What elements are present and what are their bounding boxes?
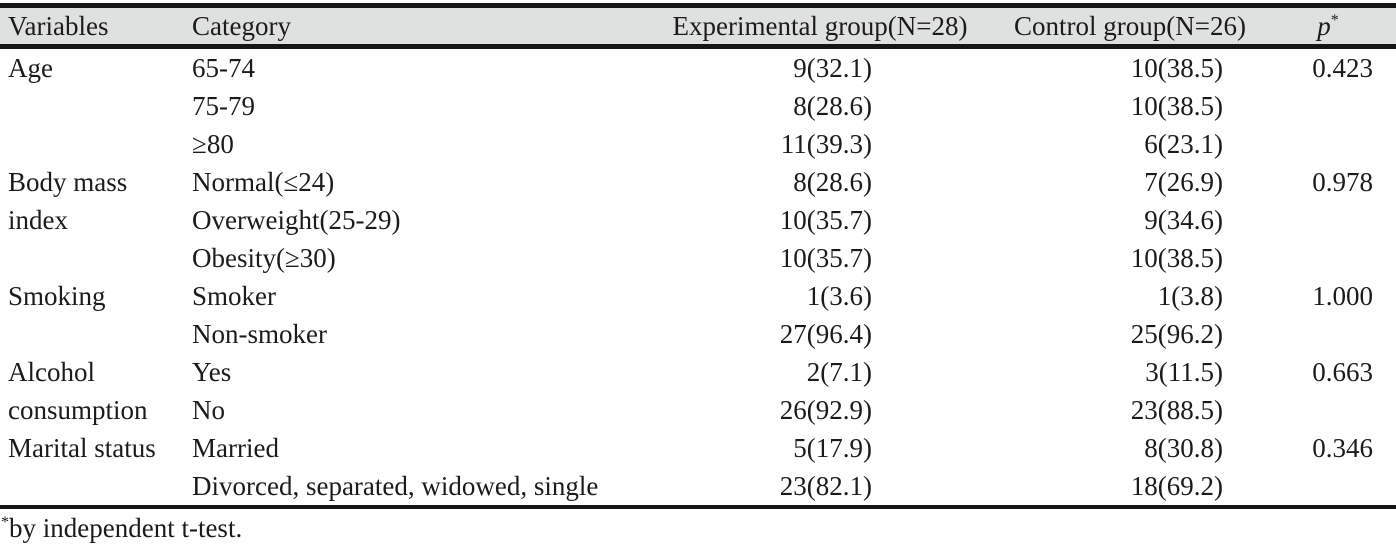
header-p-value: p* xyxy=(1260,6,1396,47)
table-row: No 26(92.9) 23(88.5) xyxy=(0,391,1396,429)
cell-experimental-value: 8(28.6) xyxy=(793,167,872,197)
cell-control-value: 10(38.5) xyxy=(1130,53,1223,83)
cell-control-value: 7(26.9) xyxy=(1144,167,1223,197)
cell-experimental-value: 11(39.3) xyxy=(780,129,872,159)
cell-experimental-value: 10(35.7) xyxy=(779,243,872,273)
cell-experimental-value: 27(96.4) xyxy=(779,319,872,349)
table-row: Non-smoker 27(96.4) 25(96.2) xyxy=(0,315,1396,353)
cell-control-value: 3(11.5) xyxy=(1145,357,1223,387)
cell-control-value: 23(88.5) xyxy=(1130,395,1223,425)
cell-control-value: 8(30.8) xyxy=(1144,433,1223,463)
cell-control-value: 10(38.5) xyxy=(1130,243,1223,273)
cell-category: Non-smoker xyxy=(192,319,327,349)
cell-experimental-value: 23(82.1) xyxy=(779,471,872,501)
cell-p-value: 0.423 xyxy=(1312,53,1373,83)
cell-category: No xyxy=(192,395,225,425)
cell-variable: Alcohol consumption xyxy=(8,357,148,425)
cell-control-value: 18(69.2) xyxy=(1130,471,1223,501)
cell-variable: Age xyxy=(8,53,53,83)
header-category: Category xyxy=(192,11,291,41)
table-row: Obesity(≥30) 10(35.7) 10(38.5) xyxy=(0,239,1396,277)
table-row: Alcohol consumption Yes 2(7.1) 3(11.5) 0.663 xyxy=(0,353,1396,425)
cell-experimental-value: 10(35.7) xyxy=(779,205,872,235)
table-row: Overweight(25-29) 10(35.7) 9(34.6) xyxy=(0,201,1396,239)
p-asterisk: * xyxy=(1330,12,1339,29)
cell-p-value xyxy=(1260,315,1396,353)
cell-p-value xyxy=(1260,239,1396,277)
cell-variable: Marital status xyxy=(8,433,156,463)
cell-control-value: 25(96.2) xyxy=(1130,319,1223,349)
p-label: p xyxy=(1317,11,1331,41)
table-row: 75-79 8(28.6) 10(38.5) xyxy=(0,87,1396,125)
table-header: Variables Category Experimental group(N=… xyxy=(0,5,1396,47)
cell-experimental-value: 5(17.9) xyxy=(793,433,872,463)
cell-category: 65-74 xyxy=(192,53,255,83)
cell-variable: Smoking xyxy=(8,281,106,311)
cell-p-value xyxy=(1260,391,1396,429)
cell-category: Smoker xyxy=(192,281,276,311)
cell-p-value: 0.346 xyxy=(1312,433,1373,463)
cell-control-value: 9(34.6) xyxy=(1144,205,1223,235)
cell-experimental-value: 2(7.1) xyxy=(806,357,872,387)
footnote-asterisk: * xyxy=(1,514,9,531)
cell-p-value: 0.978 xyxy=(1312,167,1373,197)
cell-experimental-value: 8(28.6) xyxy=(793,91,872,121)
table-row: Age 65-74 9(32.1) 10(38.5) 0.423 xyxy=(0,47,1396,88)
baseline-characteristics-table: Variables Category Experimental group(N=… xyxy=(0,3,1396,509)
table-row: Body mass index Normal(≤24) 8(28.6) 7(26.9)… xyxy=(0,163,1396,235)
footnote-text: by independent t-test. xyxy=(9,513,243,543)
header-experimental-group: Experimental group(N=28) xyxy=(672,11,968,41)
cell-category: 75-79 xyxy=(192,91,255,121)
cell-control-value: 10(38.5) xyxy=(1130,91,1223,121)
cell-category: Divorced, separated, widowed, single xyxy=(192,471,599,501)
cell-control-value: 1(3.8) xyxy=(1157,281,1223,311)
cell-p-value xyxy=(1260,467,1396,507)
cell-experimental-value: 26(92.9) xyxy=(779,395,872,425)
table-row: Divorced, separated, widowed, single 23(8… xyxy=(0,467,1396,507)
cell-p-value: 0.663 xyxy=(1312,357,1373,387)
table-row: ≥80 11(39.3) 6(23.1) xyxy=(0,125,1396,163)
cell-experimental-value: 9(32.1) xyxy=(793,53,872,83)
cell-p-value xyxy=(1260,87,1396,125)
cell-control-value: 6(23.1) xyxy=(1144,129,1223,159)
cell-category: Married xyxy=(192,433,279,463)
cell-category: Normal(≤24) xyxy=(192,167,335,197)
cell-variable: Body mass index xyxy=(8,167,128,235)
table-body: Age 65-74 9(32.1) 10(38.5) 0.423 75-79 8(28.6)… xyxy=(0,47,1396,507)
cell-category: Yes xyxy=(192,357,232,387)
header-control-group: Control group(N=26) xyxy=(1014,11,1246,41)
cell-p-value xyxy=(1260,125,1396,163)
cell-category: ≥80 xyxy=(192,129,234,159)
cell-category: Obesity(≥30) xyxy=(192,243,336,273)
cell-category: Overweight(25-29) xyxy=(192,205,401,235)
cell-p-value xyxy=(1260,201,1396,239)
table-footnote: *by independent t-test. xyxy=(0,511,1396,545)
table-row: Smoking Smoker 1(3.6) 1(3.8) 1.000 xyxy=(0,277,1396,315)
cell-experimental-value: 1(3.6) xyxy=(806,281,872,311)
table-row: Marital status Married 5(17.9) 8(30.8) 0.346 xyxy=(0,429,1396,467)
header-variables: Variables xyxy=(8,11,109,41)
cell-p-value: 1.000 xyxy=(1312,281,1373,311)
header-row: Variables Category Experimental group(N=… xyxy=(0,5,1396,47)
